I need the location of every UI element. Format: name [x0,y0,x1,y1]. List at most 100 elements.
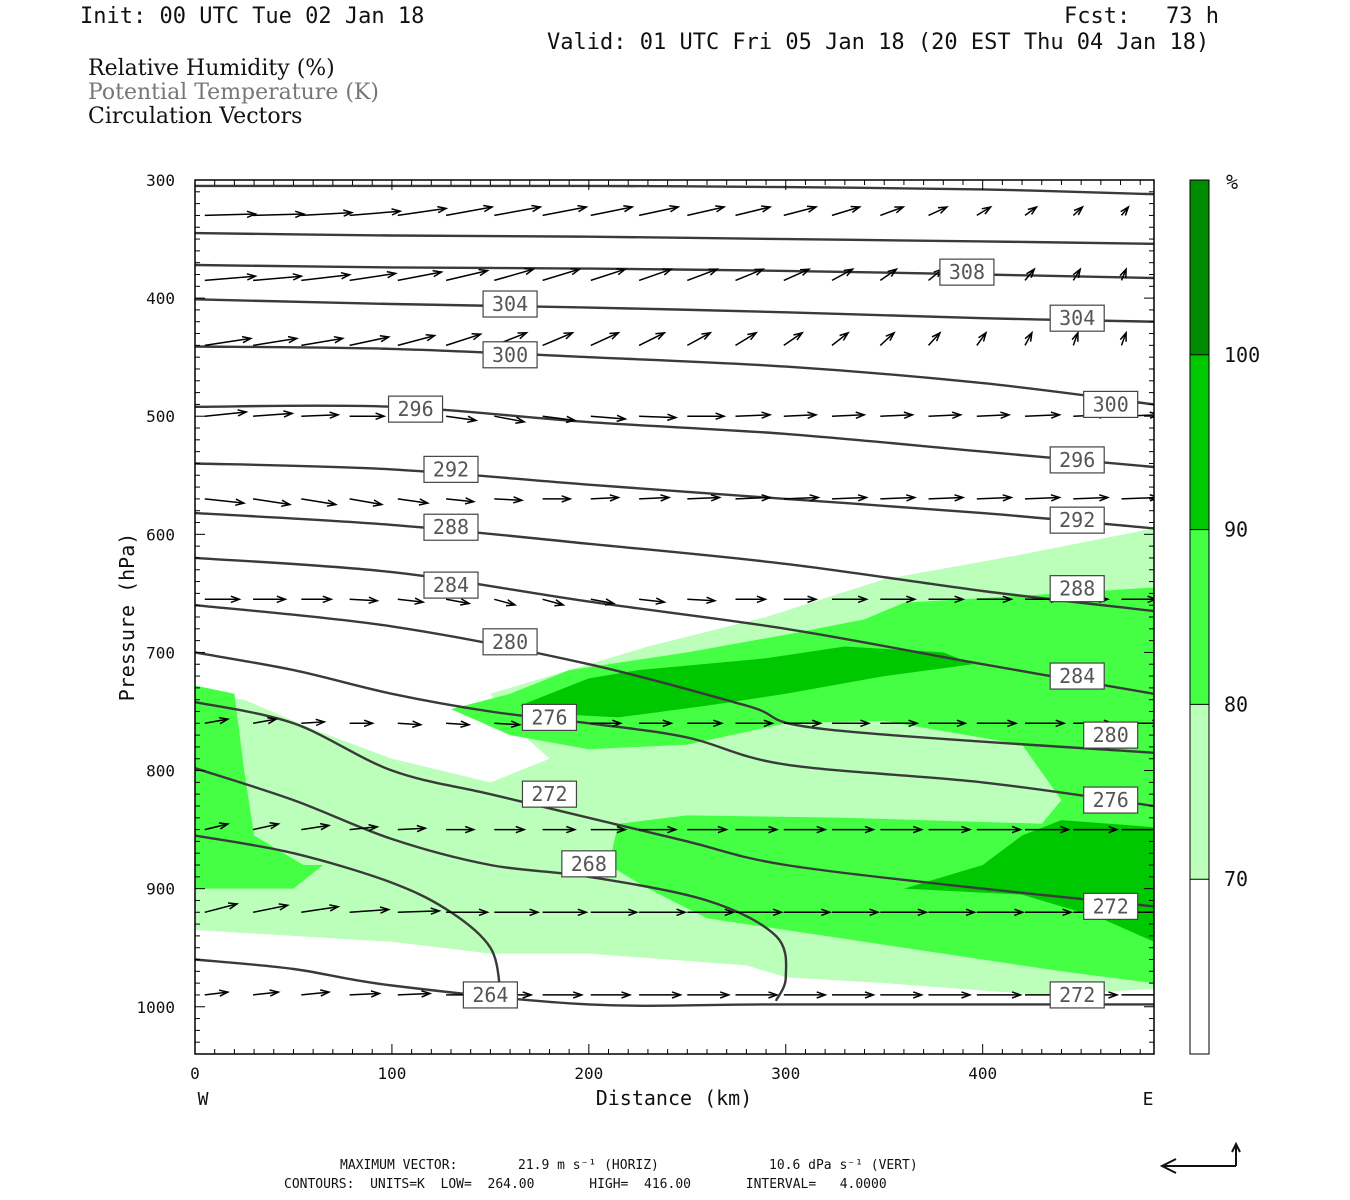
vector-arrow [494,415,527,425]
vector-shaft [349,908,389,914]
vector-arrow [446,908,490,917]
vector-arrow [1024,267,1036,281]
vector-arrow [831,205,862,217]
vector-head [278,903,290,911]
vector-arrow [687,596,718,605]
vector-head [623,204,635,213]
vector-arrow [349,719,375,728]
vector-head [218,822,230,830]
vector-arrow [735,595,768,604]
vector-shaft [445,269,488,282]
vector-head [577,908,589,917]
vector-shaft [590,332,619,347]
vector-head [1149,493,1154,502]
vector-arrow [590,598,616,606]
vector-arrow [687,412,727,421]
vector-arrow [590,204,635,217]
vector-head [609,494,621,502]
theta-contour-304 [195,298,1154,323]
vector-arrow [976,331,988,346]
contour-label-box [482,341,538,369]
contour-label-box [423,571,479,599]
contour-label-box [1049,575,1105,603]
vector-arrow [1073,825,1120,834]
vector-shaft [397,498,428,504]
vector-arrow [301,904,341,914]
vector-head [1098,494,1111,502]
vector-head [905,494,918,502]
vector-head [425,333,437,342]
contour-label-292: 292 [1049,506,1105,534]
forecast-hour-value: 73 h [1166,4,1219,29]
vector-arrow [879,331,896,346]
vector-head [464,825,476,834]
vector-shaft [494,722,520,726]
vector-arrow [397,597,426,605]
vector-head [956,719,968,728]
vector-arrow [446,720,472,729]
vector-shaft [783,332,803,347]
vector-head [669,205,681,213]
vector-head [1026,267,1036,278]
vector-arrow [1025,719,1067,728]
vector-arrow [590,268,628,282]
vector-arrow [687,908,736,917]
contour-label-text: 276 [531,705,567,729]
vector-arrow [301,335,345,347]
theta-contour-304 [195,263,1154,280]
vector-arrow [783,268,812,282]
vector-arrow [542,204,589,217]
vector-arrow [590,331,621,347]
colorbar-segment [1190,704,1209,880]
vector-arrow [735,719,775,728]
vector-head [857,595,869,604]
vector-arrow [542,908,589,917]
vector-shaft [880,206,904,217]
vector-head [954,494,966,502]
vector-head [237,409,249,417]
vector-head [1007,719,1019,728]
vector-head [912,825,924,834]
vector-arrow [301,595,334,604]
vector-head [283,410,295,418]
vector-head [807,595,819,604]
vector-shaft [590,268,626,282]
legend-theta: Potential Temperature (K) [88,80,379,105]
vector-arrow [349,823,380,832]
vector-arrow [204,498,247,507]
vector-arrow [349,906,391,914]
vector-head [379,906,391,914]
contour-label-box [1049,662,1105,690]
vector-head [1014,908,1025,917]
vector-head [885,331,896,342]
vector-arrow [590,908,639,917]
vector-arrow [252,903,290,914]
contour-label-284: 284 [423,571,479,599]
vector-arrow [253,210,306,219]
vector-shaft [397,598,424,603]
vector-arrow [542,267,582,282]
vector-shaft [638,332,665,347]
vector-arrow [204,822,230,831]
vector-head [747,331,759,341]
vector-arrow [735,268,766,282]
vector-head [917,908,929,917]
vector-arrow [976,494,1014,502]
vector-head [671,991,683,999]
vector-arrow [976,205,993,217]
vector-head [363,719,375,728]
vector-head [517,332,529,340]
vector-shaft [928,496,964,500]
init-time: Init: 00 UTC Tue 02 Jan 18 [80,4,425,29]
vector-shaft [397,722,421,726]
vector-head [655,597,667,605]
vector-arrow [831,494,869,502]
vector-arrow [349,270,398,282]
vector-arrow [927,331,942,346]
vector-arrow [1120,205,1130,216]
vector-head [662,268,674,276]
contour-label-box [1049,506,1105,534]
vector-head [1027,205,1039,215]
vector-head [961,991,973,999]
vector-head [1060,825,1071,834]
